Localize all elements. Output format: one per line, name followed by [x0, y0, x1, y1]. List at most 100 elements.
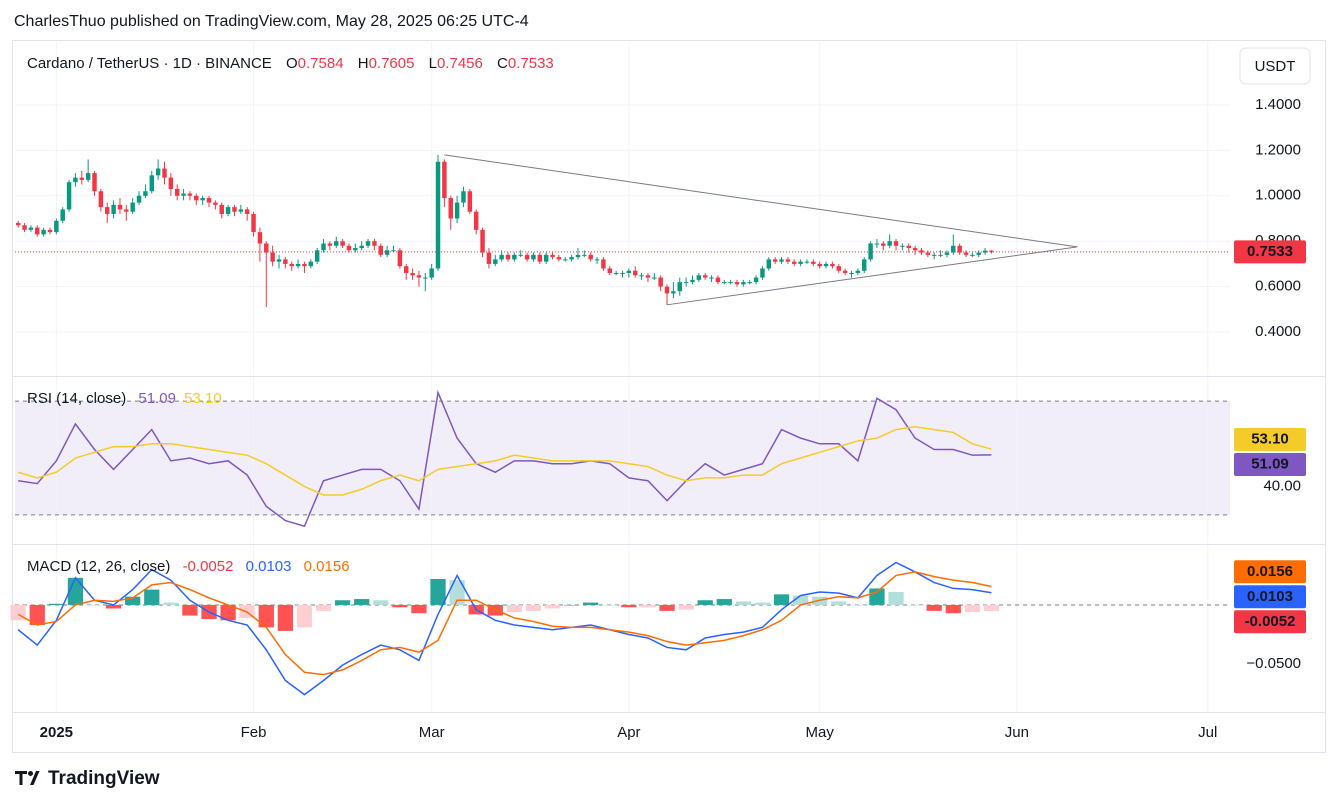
candle-body: [734, 282, 740, 285]
candle-body: [575, 254, 581, 258]
candle-body: [582, 254, 587, 256]
histogram-bar: [678, 604, 694, 610]
candle-body: [435, 161, 441, 269]
rsi-header: RSI (14, close) 51.09 53.10: [27, 390, 222, 407]
rsi-band: [15, 401, 1230, 515]
candle-body: [531, 254, 536, 260]
candle-body: [480, 229, 485, 253]
histogram-bar: [125, 596, 141, 605]
macd-value: 0.0103: [246, 558, 292, 575]
candle-body: [295, 263, 301, 267]
candle-body: [289, 263, 294, 267]
candle-body: [671, 291, 676, 294]
histogram-bar: [754, 602, 771, 605]
candle-body: [785, 259, 791, 262]
candle-body: [270, 252, 275, 262]
histogram-bar: [48, 603, 64, 605]
ohlc-value: 0.7605: [369, 55, 415, 72]
histogram-bar: [621, 604, 637, 608]
candle-body: [41, 229, 46, 235]
candle-body: [257, 232, 263, 244]
candle-body: [346, 245, 352, 251]
candle-body: [283, 259, 288, 264]
candle-body: [365, 241, 371, 246]
histogram-bar: [659, 604, 675, 611]
candle-body: [804, 261, 810, 263]
signal-value: 0.0156: [304, 558, 350, 575]
candle-body: [817, 263, 822, 267]
candle-body: [874, 243, 880, 245]
candle-body: [168, 177, 174, 189]
histogram-bar: [602, 604, 618, 606]
candle-body: [696, 275, 702, 280]
candle-body: [219, 204, 224, 214]
y-tick-label: 1.2000: [1255, 141, 1301, 158]
ohlc-value: 0.7533: [508, 55, 554, 72]
y-tick-label: 1.4000: [1255, 96, 1301, 113]
candle-body: [397, 250, 403, 267]
price-tag: 0.0103: [1247, 588, 1293, 605]
candle-body: [849, 273, 854, 275]
candle-body: [747, 282, 752, 284]
candle-body: [308, 261, 314, 267]
candle-body: [251, 213, 256, 233]
currency[interactable]: USDT: [1255, 58, 1296, 75]
histogram-bar: [964, 604, 981, 613]
candle-body: [143, 191, 148, 196]
price-tag-box: [1234, 428, 1306, 452]
histogram-bar: [697, 600, 713, 605]
candle-body: [423, 277, 428, 279]
candle-body: [772, 259, 778, 262]
candle-body: [461, 191, 466, 203]
price-tag-box: [1234, 585, 1306, 609]
candle-body: [792, 261, 797, 264]
candle-body: [359, 245, 364, 249]
price-tag: -0.0052: [1245, 613, 1296, 630]
price-tag-box: [1234, 560, 1306, 584]
candle-body: [442, 161, 447, 199]
candle-body: [842, 270, 848, 274]
candle-body: [982, 250, 988, 253]
candle-body: [652, 277, 657, 279]
candle-body: [302, 263, 307, 267]
candle-body: [677, 282, 682, 292]
x-tick-label: May: [806, 724, 835, 741]
price-tag: 53.10: [1251, 431, 1289, 448]
histogram-bar: [105, 604, 122, 609]
candle-body: [753, 277, 759, 283]
candle-body: [505, 254, 511, 260]
candle-body: [537, 254, 543, 262]
candle-body: [613, 273, 619, 275]
candle-body: [22, 225, 27, 230]
trendline: [444, 154, 1078, 248]
histogram-bar: [544, 604, 561, 609]
histogram-bar: [945, 604, 961, 614]
histogram-bar: [735, 601, 751, 605]
ohlc-label: L: [429, 55, 437, 72]
candle-body: [200, 198, 205, 201]
histogram-bar: [354, 599, 370, 605]
rsi-title: RSI (14, close): [27, 390, 126, 407]
candle-body: [378, 245, 383, 255]
candle-body: [900, 245, 905, 247]
candle-body: [372, 241, 377, 246]
candle-body: [314, 250, 320, 262]
histogram-bar: [869, 588, 885, 605]
candle-body: [454, 202, 460, 219]
candle-body: [130, 202, 135, 212]
candle-body: [162, 168, 167, 178]
candle-body: [264, 243, 269, 253]
candle-body: [238, 209, 244, 212]
histogram-bar: [334, 600, 351, 605]
histogram-bar: [525, 604, 542, 611]
candle-body: [15, 223, 21, 226]
currency-button[interactable]: [1239, 47, 1311, 85]
candle-body: [855, 270, 861, 274]
candle-body: [830, 263, 835, 267]
candle-body: [35, 227, 40, 235]
histogram-bar: [850, 604, 866, 606]
candle-body: [54, 220, 59, 233]
indicator-line: [18, 389, 992, 528]
candle-body: [518, 254, 523, 256]
candle-body: [473, 211, 479, 230]
